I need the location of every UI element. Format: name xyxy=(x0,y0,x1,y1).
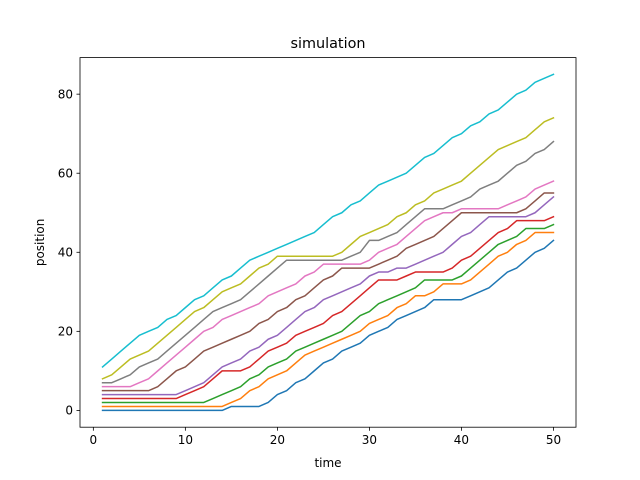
y-tick-label: 80 xyxy=(58,87,73,101)
x-axis-ticks: 0 10 20 30 40 50 xyxy=(90,427,561,447)
series-line-8 xyxy=(101,140,555,384)
series-line-4 xyxy=(101,215,555,400)
x-tick-label: 10 xyxy=(178,433,193,447)
series-line-6 xyxy=(101,192,555,392)
series-line-5 xyxy=(101,195,555,396)
y-tick-label: 60 xyxy=(58,167,73,181)
series-line-10 xyxy=(101,73,555,368)
series-layer xyxy=(101,73,555,412)
x-tick-label: 0 xyxy=(90,433,98,447)
series-line-2 xyxy=(101,231,555,408)
x-tick-label: 20 xyxy=(270,433,285,447)
chart-title: simulation xyxy=(290,36,365,52)
series-line-7 xyxy=(101,180,555,388)
series-line-3 xyxy=(101,223,555,404)
series-line-9 xyxy=(101,116,555,380)
y-tick-label: 40 xyxy=(58,246,73,260)
x-axis-label: time xyxy=(314,456,341,470)
y-axis-label: position xyxy=(33,219,47,267)
y-tick-label: 20 xyxy=(58,325,73,339)
x-tick-label: 50 xyxy=(546,433,561,447)
axes-frame xyxy=(79,57,577,428)
x-tick-label: 30 xyxy=(362,433,377,447)
y-tick-label: 0 xyxy=(65,404,73,418)
y-axis-ticks: 0 20 40 60 80 xyxy=(58,87,80,418)
series-line-1 xyxy=(101,239,555,412)
x-tick-label: 40 xyxy=(454,433,469,447)
